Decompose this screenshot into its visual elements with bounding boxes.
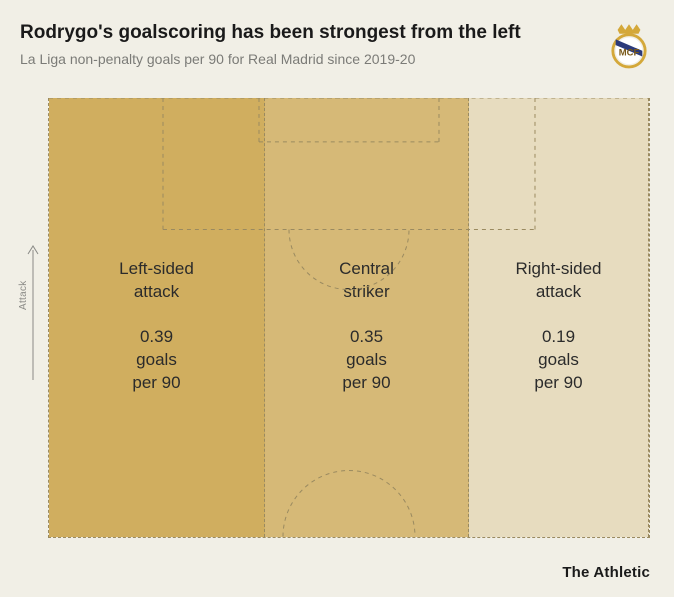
zone-2: Right-sidedattack 0.19goalsper 90 <box>469 98 649 537</box>
zone-label-2: Right-sidedattack 0.19goalsper 90 <box>469 258 648 395</box>
attack-axis-label: Attack <box>18 280 29 310</box>
zone-unit-1: goals <box>49 349 264 372</box>
credit-label: The Athletic <box>562 564 650 581</box>
pitch-container: Left-sidedattack0.39goalsper 90Centralst… <box>48 98 650 538</box>
pitch: Left-sidedattack0.39goalsper 90Centralst… <box>48 98 650 538</box>
zone-1: Centralstriker 0.35goalsper 90 <box>265 98 469 537</box>
zone-value: 0.35 <box>265 326 468 349</box>
zone-unit-1: goals <box>265 349 468 372</box>
attack-arrow-icon <box>26 240 40 380</box>
chart-subtitle: La Liga non-penalty goals per 90 for Rea… <box>20 51 654 67</box>
zone-role-2: attack <box>469 281 648 304</box>
zone-unit-2: per 90 <box>49 372 264 395</box>
zone-role-1: Central <box>265 258 468 281</box>
zone-value: 0.39 <box>49 326 264 349</box>
zone-unit-2: per 90 <box>469 372 648 395</box>
zone-label-0: Left-sidedattack 0.39goalsper 90 <box>49 258 264 395</box>
zone-label-1: Centralstriker 0.35goalsper 90 <box>265 258 468 395</box>
real-madrid-crest-icon: MCF <box>610 22 648 72</box>
zone-unit-1: goals <box>469 349 648 372</box>
svg-text:MCF: MCF <box>619 48 640 59</box>
zone-value: 0.19 <box>469 326 648 349</box>
zone-0: Left-sidedattack 0.39goalsper 90 <box>49 98 265 537</box>
figure-canvas: Rodrygo's goalscoring has been strongest… <box>0 0 674 597</box>
zone-role-2: striker <box>265 281 468 304</box>
zone-role-2: attack <box>49 281 264 304</box>
chart-title: Rodrygo's goalscoring has been strongest… <box>20 22 654 45</box>
zone-role-1: Left-sided <box>49 258 264 281</box>
zone-role-1: Right-sided <box>469 258 648 281</box>
zone-unit-2: per 90 <box>265 372 468 395</box>
header: Rodrygo's goalscoring has been strongest… <box>20 22 654 67</box>
